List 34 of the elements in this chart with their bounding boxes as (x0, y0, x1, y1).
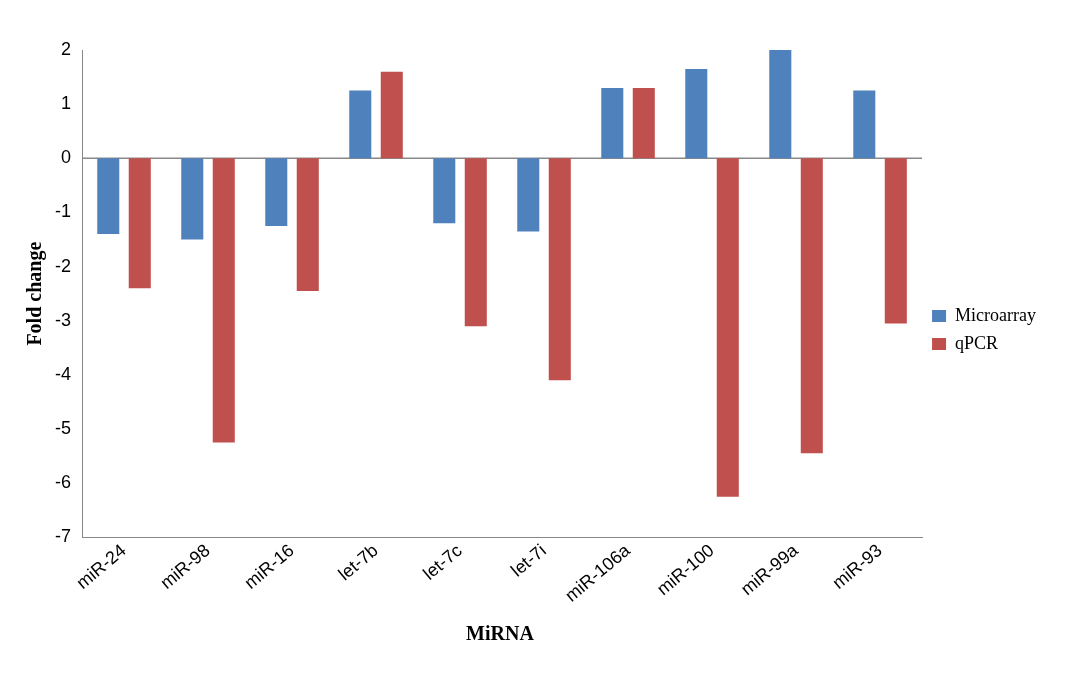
bar (548, 158, 571, 381)
bar (181, 158, 204, 240)
y-tick-label: -4 (54, 363, 71, 384)
y-tick-label: -2 (54, 255, 71, 276)
bar (853, 90, 876, 159)
y-tick-label: -5 (54, 417, 71, 438)
y-axis-title: Fold change (23, 241, 47, 346)
bar (601, 87, 624, 159)
bar (97, 158, 120, 235)
bar (517, 158, 540, 232)
legend-label: qPCR (955, 332, 999, 353)
bar (769, 50, 792, 159)
bar (464, 158, 487, 327)
bar (433, 158, 456, 224)
bar (380, 71, 403, 159)
bar (884, 158, 907, 324)
x-axis-title: MiRNA (465, 622, 535, 645)
bar (128, 158, 151, 289)
legend-label: Microarray (955, 304, 1037, 325)
y-tick-label: 0 (60, 147, 71, 168)
y-tick-label: 2 (60, 38, 71, 59)
bar (800, 158, 823, 454)
y-tick-label: -7 (54, 526, 71, 547)
bar (685, 68, 708, 159)
bar (632, 87, 655, 159)
bar (349, 90, 372, 159)
y-tick-label: 1 (60, 93, 71, 114)
bar (265, 158, 288, 226)
bar (212, 158, 235, 443)
y-tick-label: -1 (54, 201, 71, 222)
y-tick-label: -6 (54, 472, 71, 493)
bar (716, 158, 739, 497)
bar (296, 158, 319, 291)
y-tick-label: -3 (54, 309, 71, 330)
